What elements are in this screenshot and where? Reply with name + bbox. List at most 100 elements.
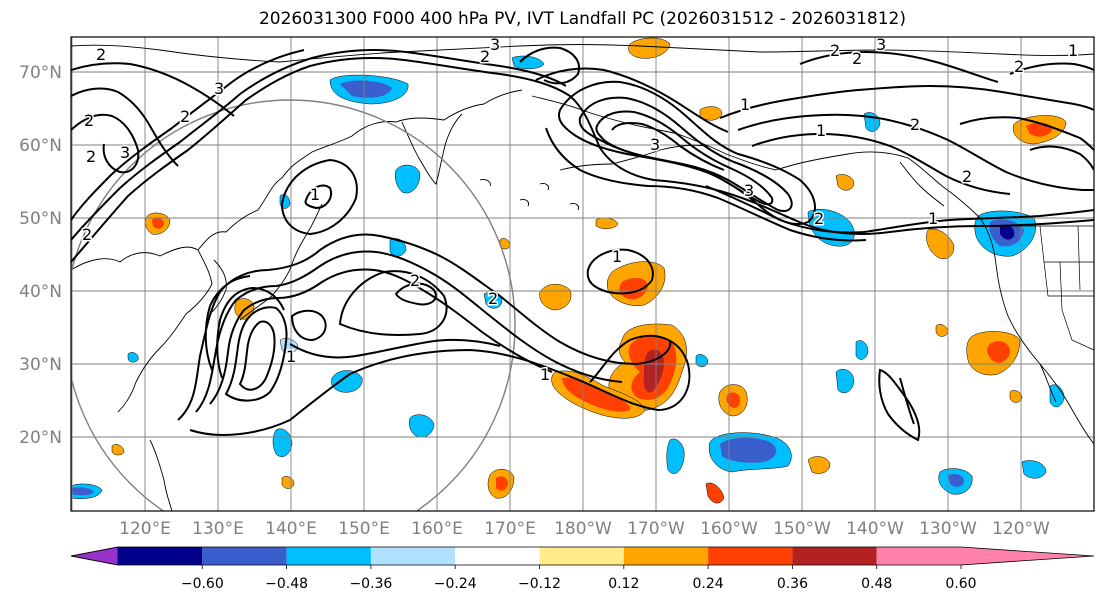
contour-goa-13 [1009,62,1094,75]
anomaly-neg-128e-30n [127,352,139,363]
contour-nw-1 [71,57,1094,263]
coast-korea [211,259,227,313]
anomaly-pos-160w-12n [705,482,725,504]
contour-label: 3 [120,143,130,162]
colorbar-tick-label: −0.12 [518,576,561,592]
contour-wpac-loop-1 [338,270,448,336]
contour-se-spike [899,377,915,425]
contour-label: 3 [744,181,754,200]
latitude-labels: 70°N 60°N 50°N 40°N 30°N 20°N [19,63,62,448]
coast-na [775,151,1094,445]
contour-goa-12 [959,116,1094,151]
anomaly-pos-145w-55n [835,174,855,191]
contour-label: 1 [310,185,320,204]
lat-label: 40°N [19,282,62,302]
contour-label: 2 [180,107,190,126]
contour-label: 1 [286,347,296,366]
contour-goa-4 [611,121,725,171]
contour-goa-6 [545,127,867,242]
anomaly-pos-162w-core [726,392,740,408]
contour-wpac-loop-3 [290,309,327,342]
anomaly-neg-165e-72n [511,55,545,69]
contour-wpac-loop-2 [394,282,437,306]
contour-label: 2 [480,47,490,66]
contour-label: 2 [84,111,94,130]
lat-label: 20°N [19,428,62,448]
anomaly-pos-125e-50n-core [152,217,164,229]
colorbar-extend-min [70,546,119,566]
contour-nw-5 [71,87,179,167]
contour-label: 2 [86,147,96,166]
contour-goa-9 [737,113,1094,192]
anomaly-pos-180-core [562,377,631,412]
colorbar-segment [370,547,456,565]
lon-label: 170°E [484,519,536,539]
coast-islands-1 [479,179,579,211]
contour-label: 1 [1068,41,1078,60]
lat-label: 60°N [19,136,62,156]
anomaly-neg-145w-28n [835,369,855,393]
coast-arctic [71,44,1094,63]
lon-label: 150°W [773,519,831,539]
contour-wpac-inner-1 [224,306,288,402]
contour-nw-3 [71,49,305,221]
lat-label: 30°N [19,355,62,375]
colorbar-tick-label: −0.36 [349,576,392,592]
contour-nw-4 [71,113,140,174]
coast-philippines [149,439,173,511]
map-background [71,37,1094,511]
anomaly-pos-155w-15n [807,456,831,474]
contour-label: 2 [410,271,420,290]
coast-islands-2 [899,161,945,207]
colorbar-segment [286,547,371,565]
anomaly-neg-150w-32n [855,340,869,360]
contour-wpac-2 [177,233,672,421]
contour-label: 1 [928,209,938,228]
colorbar-segment [623,547,709,565]
contour-cp-loop [586,248,654,295]
lon-label: 140°W [846,519,904,539]
lon-label: 140°E [265,519,317,539]
anomaly-pos-128e-20n [111,444,125,456]
contour-goa-8 [719,84,1094,119]
lon-label: 120°E [119,519,171,539]
contour-label: 2 [852,49,862,68]
contour-label: 2 [82,225,92,244]
anomaly-neg-115w-20n [1021,460,1047,479]
lon-label: 170°W [627,519,685,539]
contour-label: 2 [488,289,498,308]
lon-label: 160°W [700,519,758,539]
coast-china [117,249,213,413]
contour-wpac-inner-3 [216,286,285,379]
anomaly-neg-165e-42n [483,292,503,309]
colorbar-segment [539,547,624,565]
contour-goa-14 [1029,145,1094,171]
colorbar-ticks [201,565,962,569]
map-frame [70,36,1095,512]
lon-label: 130°E [192,519,244,539]
contour-label: 3 [490,35,500,54]
coast-asia [71,89,523,271]
anomaly-pos-170w-max [643,349,664,393]
contour-kuril-loop [280,158,358,236]
contour-nw-6 [71,62,235,117]
colorbar-tick-label: 0.48 [861,576,892,592]
contour-label: 1 [740,95,750,114]
contour-goa-11 [799,50,999,83]
anomaly-neg-coast-max [1000,224,1015,240]
contour-goa-5 [535,67,729,133]
contour-label: 2 [830,41,840,60]
contour-labels: 1 2 1 1 2 1 2 2 2 3 3 2 3 2 3 3 1 1 2 2 … [81,35,1080,386]
colorbar: −0.60 −0.48 −0.36 −0.24 −0.12 0.12 0.24 … [70,546,1095,592]
anomaly-neg-165w-15n [666,438,685,474]
colorbar-tick-label: −0.24 [434,576,477,592]
colorbar-tick-label: 0.36 [777,576,808,592]
colorbar-segment [876,547,961,565]
longitude-labels: 120°E 130°E 140°E 150°E 160°E 170°E 180°… [119,519,1050,539]
contour-wpac-inner-4 [204,275,251,371]
coast-japan [239,203,323,321]
contour-goa-1 [558,80,816,226]
colorbar-tick-label: 0.12 [608,576,639,592]
anomaly-neg-140e-20n [272,428,293,457]
